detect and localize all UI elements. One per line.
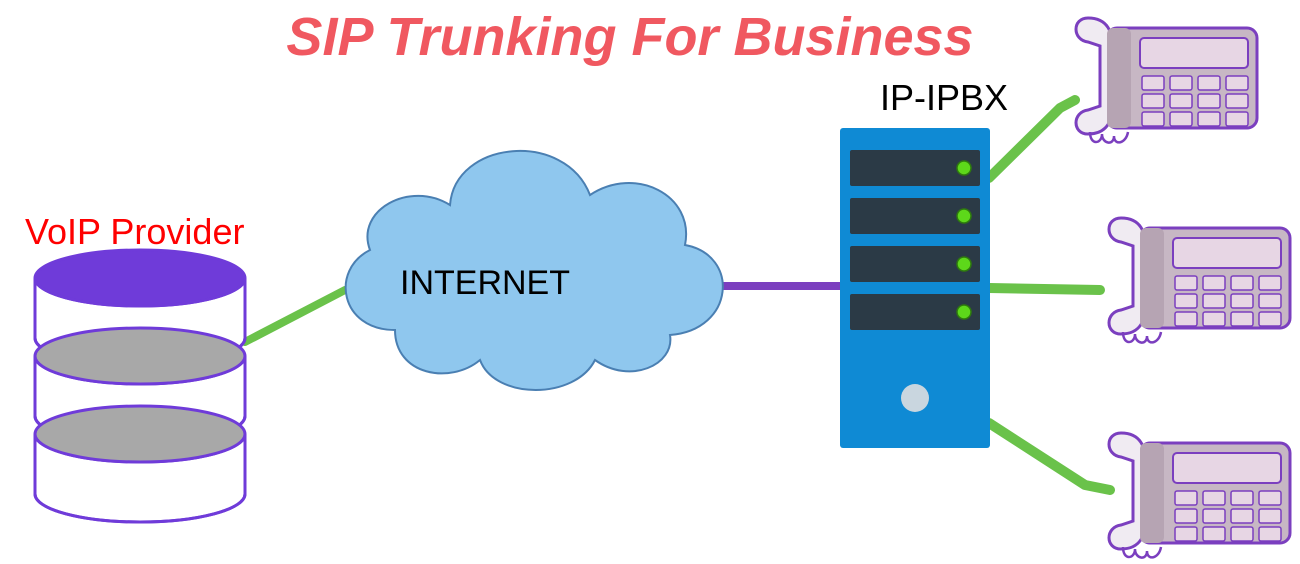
voip-provider-label: VoIP Provider <box>25 211 244 252</box>
diagram-title: SIP Trunking For Business <box>286 7 973 67</box>
ip-pbx-server-icon <box>840 128 990 448</box>
desk-phone-icon <box>1076 18 1257 143</box>
link-db-to-cloud <box>245 290 345 342</box>
ip-pbx-label: IP-IPBX <box>880 77 1008 118</box>
desk-phone-icon <box>1109 433 1290 558</box>
link-server-to-phone2 <box>989 288 1100 290</box>
internet-label: INTERNET <box>400 264 570 302</box>
voip-database-icon <box>35 250 245 522</box>
link-server-to-phone3 <box>989 423 1110 490</box>
desk-phone-icon <box>1109 218 1290 343</box>
